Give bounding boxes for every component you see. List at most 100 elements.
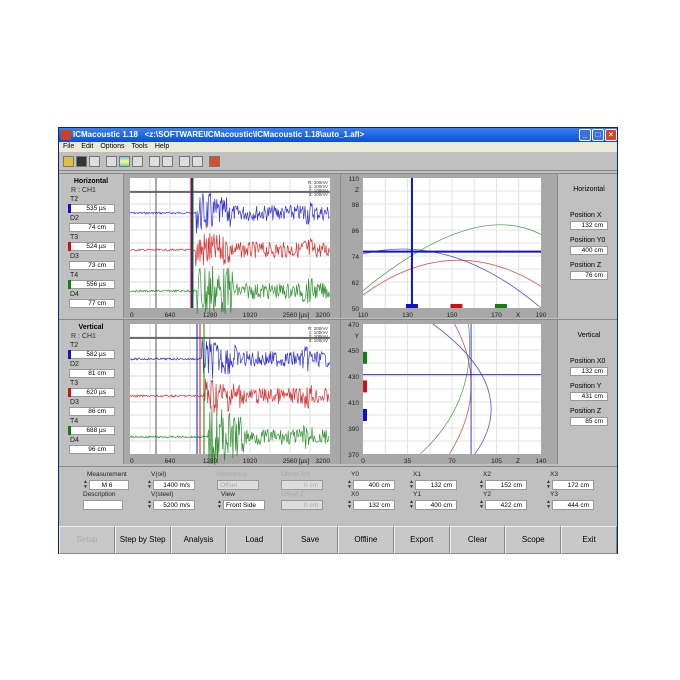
spin-arrows-icon[interactable]: ▲ ▼ [347,479,352,490]
spin-arrows-icon[interactable]: ▲ ▼ [546,499,551,510]
arc-down-icon[interactable] [192,156,203,167]
plot-y-tick: 110 [349,176,360,183]
param-input-y3[interactable]: 444 cm [552,500,594,510]
param-input-x1[interactable]: 132 cm [415,480,457,490]
spin-arrows-icon[interactable]: ▲ ▼ [217,499,222,510]
scope-x-tick: 2560 [283,458,298,465]
field-d2: 74 cm [69,223,115,232]
param-input-measurement[interactable]: M 6 [89,480,129,490]
param-input-y1[interactable]: 400 cm [415,500,457,510]
param-input-x2[interactable]: 152 cm [485,480,527,490]
field-t4: 688 µs [69,426,115,435]
horizontal-channel-panel: Horizontal R : CH1 T2 535 µs D2 74 cm T3 524 µs… [59,174,123,318]
redo-icon[interactable] [162,156,173,167]
param-label: Description [83,491,116,498]
param-input-y2[interactable]: 422 cm [485,500,527,510]
waveform-ch2 [129,338,330,379]
spin-arrows-icon[interactable]: ▲ ▼ [479,499,484,510]
scope-x-tick: 1280 [203,458,218,465]
field-label-d4: D4 [70,291,79,298]
step-by-step-button[interactable]: Step by Step [114,526,171,554]
reference-channel: R : CH1 [71,187,96,194]
param-input-x3[interactable]: 172 cm [552,480,594,490]
close-button[interactable]: × [605,129,617,141]
result-label: Position Z [570,262,602,269]
spin-arrows-icon[interactable]: ▲ ▼ [347,499,352,510]
plot-y-tick: 62 [352,280,360,287]
field-label-t3: T3 [70,380,79,387]
menu-help[interactable]: Help [154,143,170,150]
plot-x-label: Z [516,458,520,465]
app-name: ICMacoustic 1.18 [73,130,138,139]
scope-x-tick: 1280 [203,312,218,319]
clear-button[interactable]: Clear [449,526,506,554]
horizontal-result-panel: Horizontal Position X 132 cm Position Y0 400… [557,174,619,318]
analysis-button[interactable]: Analysis [170,526,227,554]
scope-x-tick: 1920 [243,458,258,465]
spin-arrows-icon[interactable]: ▲ ▼ [83,479,88,490]
maximize-button[interactable]: □ [592,129,604,141]
result-panel-title: Vertical [577,332,601,339]
field-label-t2: T2 [70,196,79,203]
param-input-offset-x-y: 0 cm [281,480,323,490]
field-label-d4: D4 [70,437,79,444]
gray-icon[interactable] [132,156,143,167]
param-label: Measurement [87,471,127,478]
scope-x-tick: 0 [130,458,134,465]
param-input-x0[interactable]: 132 cm [353,500,395,510]
spin-arrows-icon[interactable]: ▲ ▼ [546,479,551,490]
scope-button[interactable]: Scope [505,526,562,554]
menu-options[interactable]: Options [100,143,125,150]
exit-button[interactable]: Exit [561,526,617,554]
spin-arrows-icon[interactable]: ▲ ▼ [147,499,152,510]
param-label: Y3 [550,491,558,498]
plot-y-tick: 370 [348,452,359,459]
channel-color-marker [68,280,71,289]
plot-y-tick: 50 [352,306,360,313]
field-label-d2: D2 [70,215,79,222]
save-icon[interactable] [76,156,87,167]
minimize-button[interactable]: _ [579,129,591,141]
scope-x-tick: 0 [130,312,134,319]
offline-button[interactable]: Offline [337,526,394,554]
param-label: Y0 [351,471,359,478]
load-button[interactable]: Load [226,526,283,554]
setup-button[interactable]: Setup [59,526,115,554]
scope-x-tick: 2560 [283,312,298,319]
field-t3: 524 µs [69,242,115,251]
grid-color-icon[interactable] [209,156,220,167]
undo-icon[interactable] [149,156,160,167]
menu-tools[interactable]: Tools [131,143,148,150]
toolbar [59,153,617,171]
export-button[interactable]: Export [393,526,450,554]
menu-edit[interactable]: Edit [81,143,94,150]
save-button[interactable]: Save [282,526,338,554]
new-icon[interactable] [89,156,100,167]
field-label-d3: D3 [70,253,79,260]
plot-x-tick: 190 [536,312,547,319]
spin-arrows-icon[interactable]: ▲ ▼ [409,499,414,510]
scope-scale-label: R: 200mV [308,180,328,185]
color-bars-icon[interactable] [119,156,130,167]
distance-arc-ch2 [362,248,542,309]
horizontal-location-plot: 110 98 86 74 62 50 110 130 150 170 190 Z X [341,174,557,319]
result-label: Position Y [570,383,602,390]
field-label-t2: T2 [70,342,79,349]
result-value: 76 cm [570,271,608,280]
spin-arrows-icon[interactable]: ▲ ▼ [409,479,414,490]
param-input-v-steel-[interactable]: 5200 m/s [153,500,195,510]
plot-x-label: X [516,312,521,319]
arc-up-icon[interactable] [179,156,190,167]
config-icon[interactable] [106,156,117,167]
param-input-description[interactable] [83,500,123,510]
spin-arrows-icon[interactable]: ▲ ▼ [147,479,152,490]
scope-x-tick: 640 [165,458,176,465]
spin-arrows-icon[interactable]: ▲ ▼ [479,479,484,490]
param-input-view[interactable]: Front Side [223,500,265,510]
param-input-v-oil-[interactable]: 1400 m/s [153,480,195,490]
open-icon[interactable] [63,156,74,167]
menu-file[interactable]: File [63,143,75,150]
field-label-d2: D2 [70,361,79,368]
param-label: Offset Z [281,491,304,498]
param-input-y0[interactable]: 400 cm [353,480,395,490]
